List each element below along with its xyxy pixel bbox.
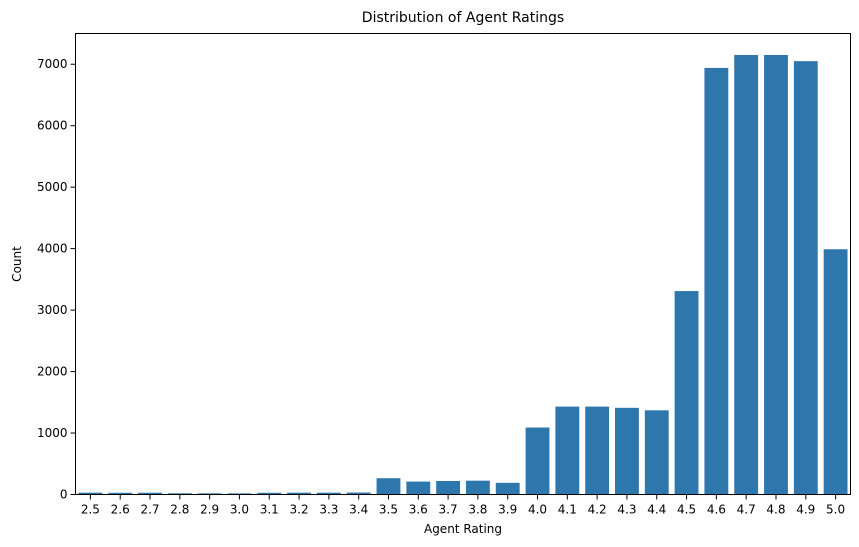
bar-2.8 — [167, 493, 192, 495]
bar-4.6 — [704, 67, 729, 495]
x-tick-label: 4.8 — [766, 503, 785, 517]
y-tick-label: 0 — [60, 488, 68, 502]
x-tick-label: 4.5 — [677, 503, 696, 517]
x-tick-label: 3.5 — [379, 503, 398, 517]
x-tick-label: 3.1 — [260, 503, 279, 517]
bar-4.1 — [555, 406, 580, 495]
bars-group — [78, 55, 848, 495]
y-tick-label: 6000 — [37, 119, 68, 133]
bar-3.6 — [406, 481, 431, 495]
x-tick-label: 4.7 — [737, 503, 756, 517]
plot-frame — [75, 33, 851, 495]
x-tick-label: 3.4 — [349, 503, 368, 517]
x-tick-label: 4.1 — [558, 503, 577, 517]
x-tick-label: 3.3 — [319, 503, 338, 517]
x-tick-label: 3.0 — [230, 503, 249, 517]
bar-4.8 — [764, 55, 788, 495]
bar-3.9 — [495, 482, 520, 495]
x-tick-label: 2.7 — [140, 503, 159, 517]
y-tick-label: 4000 — [37, 242, 68, 256]
bar-4.5 — [674, 291, 699, 495]
x-axis-ticks: 2.5 2.6 2.7 2.8 2.9 3.0 3.1 3.2 3.3 3.4 3.5 3.6 3.7 3… — [81, 494, 845, 517]
x-tick-label: 2.9 — [200, 503, 219, 517]
bar-2.7 — [138, 492, 162, 495]
bar-3.4 — [346, 492, 371, 495]
x-tick-label: 4.6 — [707, 503, 726, 517]
bar-5.0 — [823, 249, 848, 495]
x-tick-label: 4.0 — [528, 503, 547, 517]
bar-3.2 — [287, 492, 311, 495]
y-axis-ticks: 0 1000 2000 3000 4000 5000 6000 7000 — [37, 57, 76, 502]
bar-4.2 — [585, 406, 610, 495]
x-tick-label: 3.7 — [439, 503, 458, 517]
x-tick-label: 3.9 — [498, 503, 517, 517]
y-tick-label: 5000 — [37, 180, 68, 194]
bar-2.6 — [108, 492, 133, 495]
x-tick-label: 5.0 — [826, 503, 845, 517]
bar-4.0 — [525, 427, 550, 495]
y-tick-label: 7000 — [37, 57, 68, 71]
x-tick-label: 3.6 — [409, 503, 428, 517]
bar-2.9 — [197, 493, 222, 495]
x-tick-label: 2.6 — [111, 503, 130, 517]
bar-3.3 — [316, 492, 341, 495]
y-tick-label: 3000 — [37, 303, 68, 317]
x-tick-label: 3.2 — [290, 503, 309, 517]
x-tick-label: 3.8 — [468, 503, 487, 517]
bar-4.4 — [644, 410, 669, 495]
y-axis-label: Count — [10, 246, 24, 282]
x-tick-label: 2.5 — [81, 503, 100, 517]
y-tick-label: 1000 — [37, 426, 68, 440]
bar-3.7 — [436, 480, 461, 495]
x-tick-label: 4.2 — [588, 503, 607, 517]
bar-3.0 — [227, 493, 252, 495]
x-tick-label: 2.8 — [170, 503, 189, 517]
bar-4.3 — [615, 407, 639, 495]
chart-title: Distribution of Agent Ratings — [362, 10, 564, 26]
bar-4.9 — [793, 61, 818, 495]
x-tick-label: 4.9 — [796, 503, 815, 517]
x-axis-label: Agent Rating — [424, 522, 502, 536]
bar-3.8 — [465, 480, 490, 495]
bar-2.5 — [78, 492, 103, 495]
bar-4.7 — [734, 55, 759, 495]
bar-3.5 — [376, 478, 401, 495]
y-tick-label: 2000 — [37, 365, 68, 379]
x-tick-label: 4.4 — [647, 503, 666, 517]
bar-3.1 — [257, 492, 282, 495]
x-tick-label: 4.3 — [617, 503, 636, 517]
